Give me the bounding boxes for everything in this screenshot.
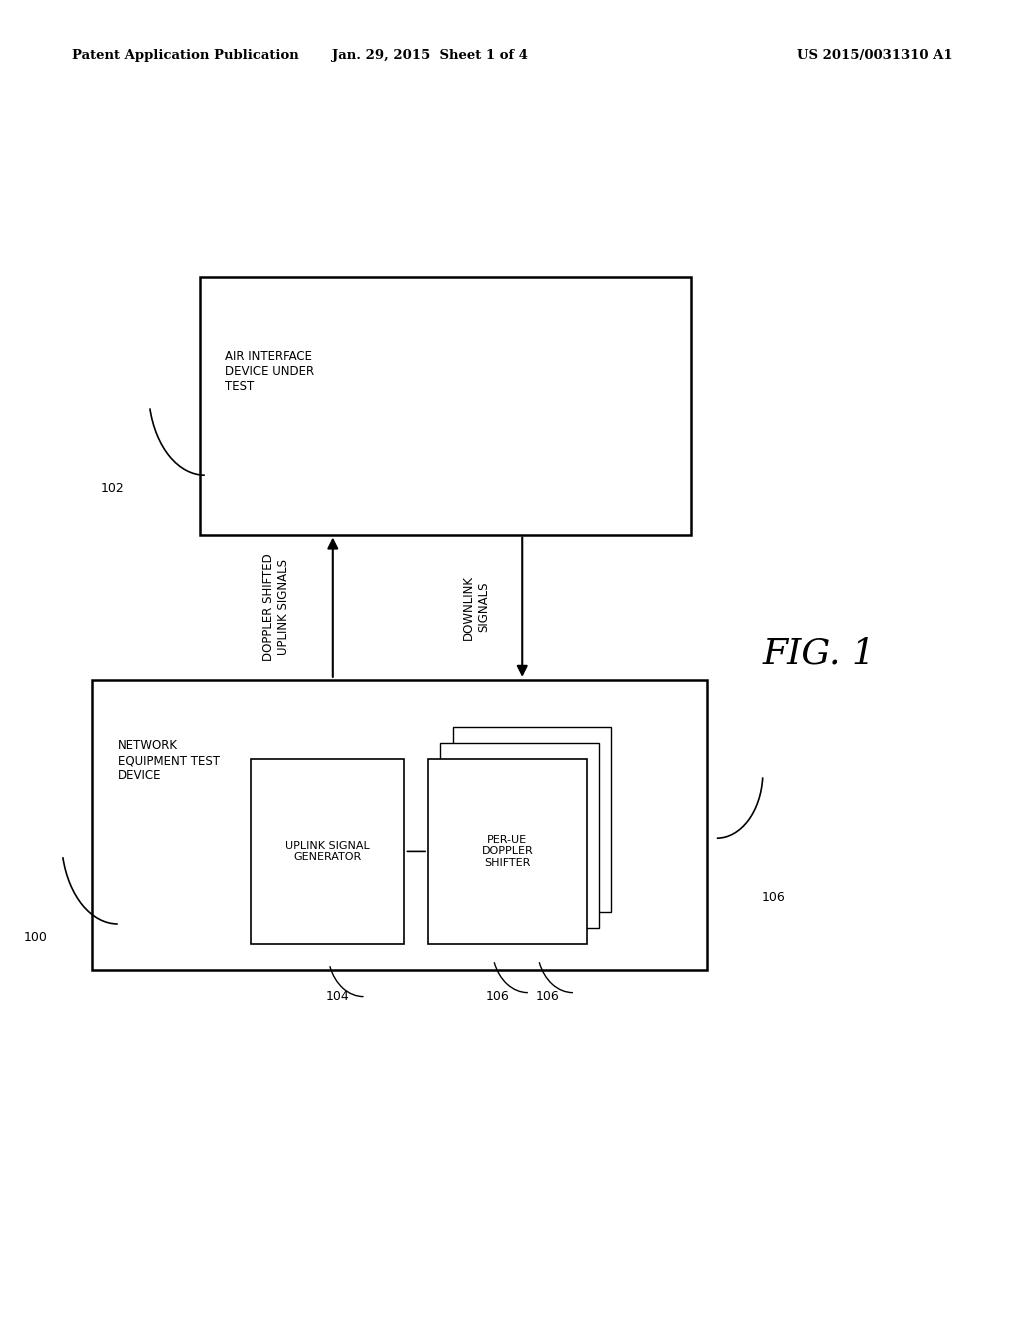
- Text: 104: 104: [326, 990, 350, 1003]
- Text: 106: 106: [485, 990, 509, 1003]
- Text: DOPPLER SHIFTED
UPLINK SIGNALS: DOPPLER SHIFTED UPLINK SIGNALS: [262, 553, 291, 661]
- Text: FIG. 1: FIG. 1: [763, 636, 876, 671]
- Text: 102: 102: [100, 482, 125, 495]
- Text: 106: 106: [761, 891, 785, 904]
- Bar: [200, 277, 691, 535]
- Text: 106: 106: [536, 990, 559, 1003]
- Bar: [92, 680, 707, 970]
- Text: US 2015/0031310 A1: US 2015/0031310 A1: [797, 49, 952, 62]
- Bar: [251, 759, 404, 944]
- Bar: [453, 727, 611, 912]
- Text: DOWNLINK
SIGNALS: DOWNLINK SIGNALS: [462, 574, 490, 640]
- Text: AIR INTERFACE
DEVICE UNDER
TEST: AIR INTERFACE DEVICE UNDER TEST: [225, 350, 314, 393]
- Bar: [440, 743, 599, 928]
- Text: 100: 100: [24, 931, 48, 944]
- Text: NETWORK
EQUIPMENT TEST
DEVICE: NETWORK EQUIPMENT TEST DEVICE: [118, 739, 220, 783]
- Text: Patent Application Publication: Patent Application Publication: [72, 49, 298, 62]
- Text: PER-UE
DOPPLER
SHIFTER: PER-UE DOPPLER SHIFTER: [481, 834, 534, 869]
- Text: UPLINK SIGNAL
GENERATOR: UPLINK SIGNAL GENERATOR: [286, 841, 370, 862]
- Text: Jan. 29, 2015  Sheet 1 of 4: Jan. 29, 2015 Sheet 1 of 4: [332, 49, 528, 62]
- Bar: [428, 759, 587, 944]
